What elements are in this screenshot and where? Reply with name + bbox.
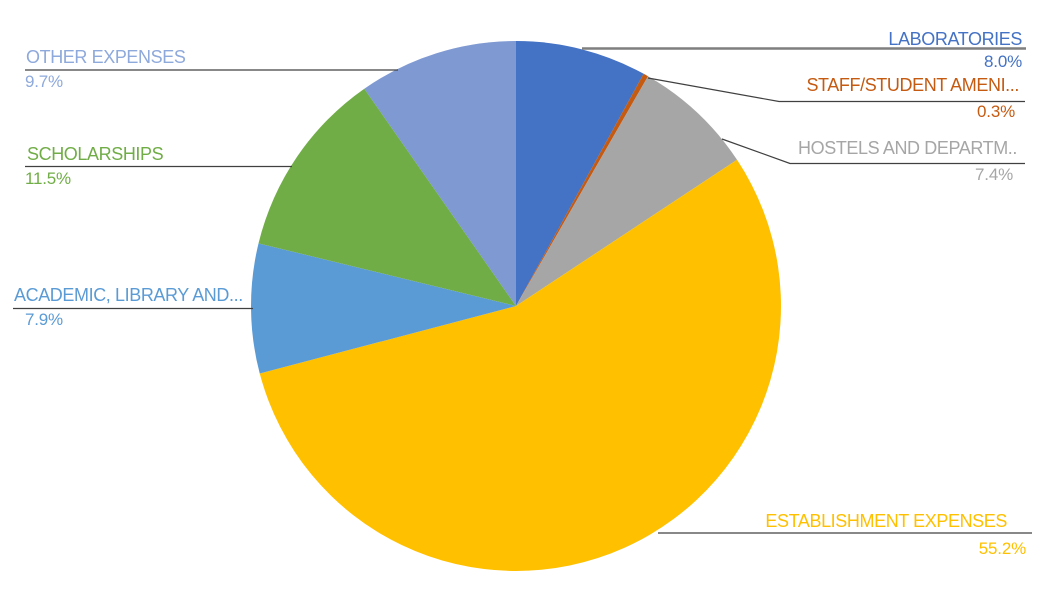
slice-percent-hostels-and-departments: 7.4%: [975, 165, 1013, 184]
slice-label-establishment-expenses: ESTABLISHMENT EXPENSES: [765, 511, 1007, 531]
slice-label-other-expenses: OTHER EXPENSES: [26, 47, 186, 67]
slice-label-staff-student-amenities: STAFF/STUDENT AMENI...: [806, 75, 1019, 95]
slice-percent-other-expenses: 9.7%: [25, 72, 63, 91]
pie-slice-laboratories[interactable]: [516, 41, 644, 306]
slice-label-hostels-and-departments: HOSTELS AND DEPARTM..: [798, 138, 1017, 158]
slice-percent-staff-student-amenities: 0.3%: [977, 102, 1015, 121]
pie-slice-academic-library[interactable]: [250, 243, 517, 374]
leader-line-staff-student-amenities: [647, 77, 1025, 103]
pie-slice-scholarships[interactable]: [258, 88, 516, 307]
pie-slice-staff-student-amenities[interactable]: [516, 73, 649, 306]
pie-slice-establishment-expenses[interactable]: [259, 159, 781, 571]
slice-label-academic-library: ACADEMIC, LIBRARY AND...: [14, 285, 243, 305]
slice-percent-establishment-expenses: 55.2%: [978, 539, 1026, 558]
leader-line-hostels-and-departments: [721, 138, 1025, 165]
slice-percent-laboratories: 8.0%: [984, 52, 1022, 71]
pie-slice-other-expenses[interactable]: [364, 41, 516, 306]
slice-percent-academic-library: 7.9%: [25, 310, 63, 329]
slice-percent-scholarships: 11.5%: [25, 169, 71, 188]
pie-slice-hostels-and-departments[interactable]: [516, 76, 738, 306]
slice-label-laboratories: LABORATORIES: [888, 29, 1022, 49]
slice-label-scholarships: SCHOLARSHIPS: [27, 144, 164, 164]
